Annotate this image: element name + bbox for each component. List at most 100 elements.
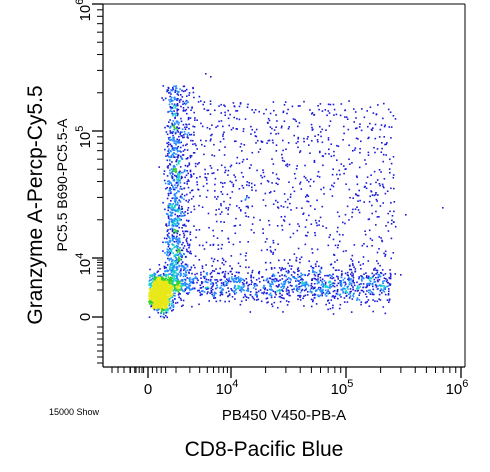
data-point bbox=[388, 277, 390, 279]
data-point bbox=[287, 142, 290, 144]
data-point bbox=[170, 93, 172, 95]
data-point bbox=[159, 278, 161, 280]
data-point bbox=[152, 305, 154, 308]
data-point bbox=[166, 308, 168, 310]
data-point bbox=[390, 126, 393, 128]
data-point bbox=[392, 115, 395, 117]
data-point bbox=[189, 156, 192, 159]
data-point bbox=[368, 282, 371, 285]
data-point bbox=[272, 172, 274, 174]
data-point bbox=[205, 241, 208, 244]
data-point bbox=[171, 302, 173, 305]
data-point bbox=[275, 173, 278, 176]
data-point bbox=[368, 305, 371, 307]
data-point bbox=[221, 288, 224, 291]
data-point bbox=[175, 254, 177, 256]
data-point bbox=[365, 187, 368, 190]
data-point bbox=[351, 260, 354, 262]
data-point bbox=[336, 275, 338, 278]
data-point bbox=[442, 207, 444, 209]
data-point bbox=[183, 182, 186, 184]
data-point bbox=[218, 149, 221, 151]
data-point bbox=[323, 280, 326, 282]
data-point bbox=[237, 287, 239, 289]
data-point bbox=[334, 244, 337, 247]
data-point bbox=[222, 135, 224, 137]
data-point bbox=[168, 258, 171, 260]
data-point bbox=[314, 290, 317, 292]
data-point bbox=[173, 246, 176, 248]
data-point bbox=[359, 151, 361, 154]
data-point bbox=[234, 140, 236, 143]
data-point bbox=[215, 300, 218, 303]
data-point bbox=[373, 194, 376, 197]
data-point bbox=[270, 267, 273, 269]
data-point bbox=[297, 276, 299, 278]
data-point bbox=[211, 291, 213, 293]
y-tick-label: 105 bbox=[74, 126, 94, 149]
data-point bbox=[364, 230, 366, 232]
data-point bbox=[333, 182, 336, 184]
data-point bbox=[168, 277, 171, 280]
data-point bbox=[295, 259, 297, 262]
data-point bbox=[310, 123, 313, 126]
data-point bbox=[162, 280, 165, 282]
data-point bbox=[174, 132, 177, 135]
data-point bbox=[269, 284, 272, 286]
data-point bbox=[169, 204, 171, 207]
data-point bbox=[348, 219, 350, 221]
data-point bbox=[332, 103, 335, 106]
data-point bbox=[176, 186, 178, 189]
data-point bbox=[164, 273, 167, 276]
data-point bbox=[192, 87, 194, 90]
data-point bbox=[333, 114, 335, 116]
data-point bbox=[170, 188, 173, 190]
data-point bbox=[165, 274, 168, 276]
data-point bbox=[176, 93, 179, 95]
data-point bbox=[224, 171, 226, 174]
data-point bbox=[384, 192, 387, 195]
data-point bbox=[232, 290, 234, 292]
data-point bbox=[293, 287, 295, 290]
data-point bbox=[222, 289, 225, 291]
data-point bbox=[272, 163, 275, 165]
data-point bbox=[180, 171, 183, 174]
data-point bbox=[208, 226, 210, 229]
data-point bbox=[342, 139, 344, 141]
data-point bbox=[173, 237, 176, 240]
data-point bbox=[220, 286, 222, 289]
data-point bbox=[173, 219, 175, 222]
data-point bbox=[165, 310, 168, 313]
data-point bbox=[210, 167, 213, 169]
data-point bbox=[188, 269, 191, 271]
data-point bbox=[171, 277, 173, 279]
data-point bbox=[390, 162, 393, 165]
data-point bbox=[177, 190, 179, 192]
data-point bbox=[277, 243, 279, 245]
data-point bbox=[360, 289, 363, 292]
data-point bbox=[185, 274, 188, 276]
data-point bbox=[158, 290, 161, 293]
data-point bbox=[339, 284, 342, 286]
data-point bbox=[180, 288, 183, 290]
data-point bbox=[210, 278, 212, 281]
data-point bbox=[179, 252, 182, 255]
data-point bbox=[171, 285, 174, 288]
data-point bbox=[179, 141, 181, 144]
data-point bbox=[354, 111, 357, 113]
data-point bbox=[178, 176, 180, 178]
data-point bbox=[218, 120, 220, 123]
data-point bbox=[152, 282, 154, 285]
data-point bbox=[378, 236, 381, 238]
data-point bbox=[336, 293, 339, 295]
data-point bbox=[332, 185, 335, 188]
data-point bbox=[231, 276, 233, 278]
data-point bbox=[169, 267, 171, 270]
data-point bbox=[318, 286, 320, 289]
data-point bbox=[374, 267, 376, 270]
data-point bbox=[234, 224, 237, 227]
data-point bbox=[352, 275, 354, 277]
data-point bbox=[178, 264, 180, 267]
data-point bbox=[193, 126, 196, 128]
data-point bbox=[176, 108, 178, 110]
